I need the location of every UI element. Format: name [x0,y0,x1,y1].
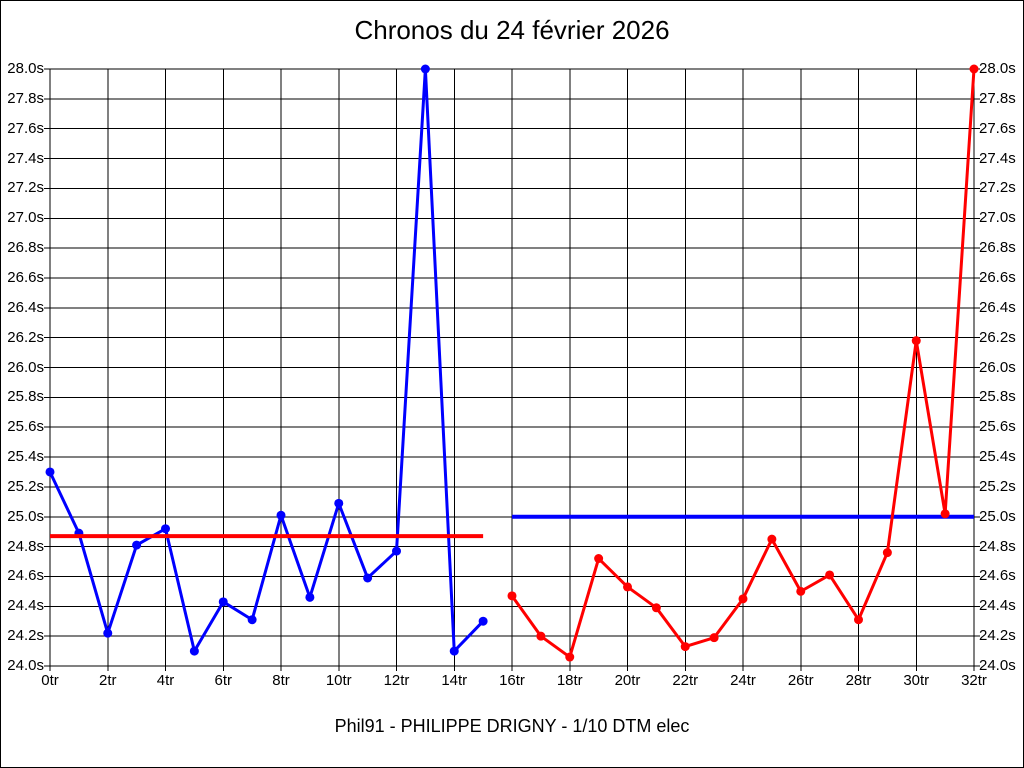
x-axis-label: 32tr [961,672,987,689]
blue-series-laps-0-15-point [392,546,401,556]
blue-series-laps-0-15-point [103,628,113,638]
red-series-laps-16-32-point [536,631,546,641]
x-axis-label: 20tr [614,672,641,689]
y-axis-label-right: 25.2s [979,477,1016,495]
plot-border [49,68,975,667]
y-axis-label-right: 24.4s [979,597,1016,615]
y-axis-label-right: 25.4s [979,448,1016,466]
red-series-laps-16-32-point [825,570,835,580]
y-axis-label-left: 26.0s [7,358,44,376]
x-axis-label: 4tr [156,672,175,689]
blue-series-laps-0-15-point [189,646,199,656]
driver-caption: Phil91 - PHILIPPE DRIGNY - 1/10 DTM elec [334,716,690,736]
x-axis-label: 6tr [214,672,232,689]
blue-series-laps-0-15-point [420,64,430,74]
red-series-laps-16-32-point [594,554,604,564]
y-axis-label-right: 24.0s [979,657,1016,674]
y-axis-label-left: 24.8s [7,537,44,555]
blue-series-laps-0-15-point [218,597,228,607]
y-axis-label-right: 26.2s [979,328,1016,346]
y-axis-label-right: 27.2s [979,179,1016,197]
y-axis-label-right: 26.0s [979,358,1016,376]
y-axis-label-left: 25.2s [7,477,44,495]
y-axis-label-left: 27.6s [7,119,44,137]
blue-series-laps-0-15-point [247,615,257,625]
blue-series-laps-0-15-point [45,467,55,477]
y-axis-label-left: 24.6s [7,567,44,585]
blue-series-laps-0-15-point [305,592,315,602]
red-series-laps-16-32-point [651,603,661,613]
red-series-laps-16-32-point [969,64,979,74]
y-axis-label-left: 25.0s [7,507,44,525]
y-axis-label-right: 27.8s [979,89,1016,107]
chart-title: Chronos du 24 février 2026 [354,15,670,45]
red-series-laps-16-32-point [911,336,921,346]
y-axis-label-right: 27.0s [979,209,1016,227]
red-series-laps-16-32-point [767,534,777,544]
x-axis-label: 22tr [672,672,699,689]
x-axis-label: 0tr [41,672,59,689]
blue-series-laps-0-15-line [48,67,485,653]
y-axis-label-left: 26.8s [7,239,44,257]
y-axis-label-right: 24.6s [979,567,1016,585]
blue-series-laps-0-15-point [276,510,286,520]
x-axis-label: 24tr [730,672,756,689]
y-axis-label-left: 25.8s [7,388,44,406]
y-axis-label-right: 25.6s [979,418,1016,436]
x-axis-label: 30tr [903,672,930,689]
x-axis-label: 18tr [556,672,583,689]
y-axis-label-left: 26.6s [7,268,44,286]
x-axis-label: 28tr [845,672,872,689]
y-axis-label-left: 28.0s [7,60,44,77]
y-axis-label-left: 26.4s [7,298,44,316]
y-axis-label-right: 26.8s [979,239,1016,257]
red-series-laps-16-32-point [738,594,748,604]
red-series-laps-16-32-point [940,509,950,519]
y-axis-label-right: 24.8s [979,537,1016,555]
y-axis-label-right: 28.0s [979,60,1016,77]
x-axis-label: 2tr [98,672,117,689]
red-series-laps-16-32-point [854,615,863,625]
blue-series-laps-0-15-point [363,573,373,583]
y-axis-label-left: 24.4s [7,597,44,615]
red-series-laps-16-32-point [882,548,892,558]
y-axis-label-left: 24.2s [7,627,44,645]
x-axis-label: 14tr [441,672,468,689]
red-series-laps-16-32-point [709,633,719,643]
blue-series-laps-0-15-point [334,498,344,508]
y-axis-label-left: 25.4s [7,448,44,466]
x-axis-label: 26tr [787,672,814,689]
y-axis-label-left: 25.6s [7,418,44,436]
red-series-laps-16-32-point [796,586,806,596]
y-axis-label-left: 27.2s [7,179,44,197]
y-axis-label-right: 25.0s [979,507,1016,525]
red-series-laps-16-32-point [565,652,575,662]
blue-series-laps-0-15-point [161,524,170,534]
x-axis-label: 12tr [383,672,410,689]
y-axis-label-left: 27.8s [7,89,44,107]
blue-series-laps-0-15-point [478,616,488,626]
y-axis-label-right: 27.4s [979,149,1016,167]
y-axis-label-right: 27.6s [979,119,1016,137]
y-axis-label-left: 24.0s [7,657,44,674]
red-series-laps-16-32-point [507,591,517,601]
y-axis-label-left: 27.4s [7,149,44,167]
blue-series-laps-0-15-point [132,540,142,550]
blue-series-laps-0-15-point [449,646,459,656]
x-axis-label: 8tr [272,672,290,689]
y-axis-label-left: 26.2s [7,328,44,346]
y-axis-label-right: 24.2s [979,627,1016,645]
x-axis-label: 16tr [499,672,525,689]
y-axis-label-right: 26.4s [979,298,1016,316]
y-axis-label-left: 27.0s [7,209,44,227]
red-series-laps-16-32-point [623,582,632,592]
y-axis-label-right: 25.8s [979,388,1016,406]
red-series-laps-16-32-point [680,642,690,652]
x-axis-label: 10tr [325,672,352,689]
y-axis-label-right: 26.6s [979,268,1016,286]
